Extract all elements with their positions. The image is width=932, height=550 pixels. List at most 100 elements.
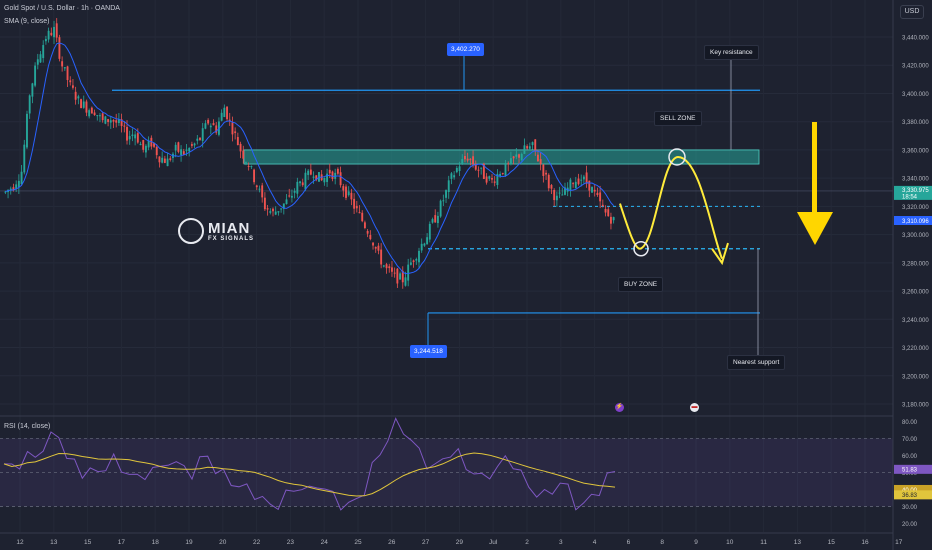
time-axis[interactable]: 12 13 15 17 18 19 20 22 23 24 25 26 27 29 Jul 2 3 4 6 8 9 10 1… xyxy=(0,532,903,546)
candle-body xyxy=(539,159,542,165)
candle-body xyxy=(453,175,456,178)
candle-body xyxy=(304,172,307,190)
candle-body xyxy=(593,189,596,192)
sell-zone-circle xyxy=(668,148,686,166)
candle-body xyxy=(582,176,585,180)
currency-button[interactable]: USD xyxy=(900,5,924,19)
candle-body xyxy=(477,169,480,171)
candle-body xyxy=(591,187,593,193)
candle-body xyxy=(290,195,293,198)
candle-body xyxy=(199,137,201,140)
candle-body xyxy=(26,113,28,148)
candle-body xyxy=(445,190,447,198)
candle-body xyxy=(53,26,55,38)
rsi-tick-label: 20.00 xyxy=(902,522,918,528)
candle-body xyxy=(574,181,577,189)
candle-body xyxy=(269,211,272,213)
chart-title: Gold Spot / U.S. Dollar · 1h · OANDA xyxy=(4,5,120,12)
candle-body xyxy=(609,216,612,224)
rsi-low-box xyxy=(894,490,932,500)
candle-body xyxy=(158,156,161,163)
candle-body xyxy=(261,185,264,198)
candle-body xyxy=(288,195,291,197)
candle-body xyxy=(374,246,377,249)
candle-body xyxy=(71,85,74,88)
candle-body xyxy=(247,165,250,167)
candle-body xyxy=(109,120,112,123)
rsi-value-box xyxy=(894,464,932,474)
event-flash-icon[interactable]: ⚡ xyxy=(615,403,624,412)
time-tick-label: 9 xyxy=(694,539,698,546)
rsi-legend[interactable]: RSI (14, close) xyxy=(4,423,51,430)
candle-body xyxy=(391,267,393,272)
candle-body xyxy=(447,180,450,192)
candle-body xyxy=(564,187,566,195)
candle-body xyxy=(188,148,191,152)
candle-body xyxy=(42,45,45,59)
price-tick-label: 3,220.000 xyxy=(902,346,929,352)
candle-body xyxy=(285,199,288,205)
candle-body xyxy=(588,180,591,191)
candle-body xyxy=(266,208,269,210)
candle-body xyxy=(258,188,261,190)
candle-body xyxy=(63,67,66,69)
candle-body xyxy=(209,125,212,128)
time-tick-label: 4 xyxy=(593,539,597,546)
candle-body xyxy=(555,195,558,201)
candle-body xyxy=(531,142,534,146)
time-tick-label: 15 xyxy=(84,539,92,546)
level-lines xyxy=(112,56,760,355)
candle-body xyxy=(518,154,520,158)
candle-body xyxy=(193,143,196,146)
sell-zone-label: SELL ZONE xyxy=(654,111,702,126)
sma-legend[interactable]: SMA (9, close) xyxy=(4,18,50,25)
time-tick-label: 13 xyxy=(794,539,802,546)
time-tick-label: 16 xyxy=(861,539,869,546)
candle-body xyxy=(439,200,442,217)
candle-body xyxy=(234,131,237,133)
rsi-line xyxy=(3,417,616,511)
projection-curve xyxy=(619,155,723,259)
candle-body xyxy=(499,173,502,177)
price-axis[interactable]: 3,440.000 3,420.000 3,400.000 3,380.000 3,36… xyxy=(892,0,932,550)
candle-body xyxy=(520,153,523,161)
candle-body xyxy=(239,143,242,152)
candle-body xyxy=(312,176,315,178)
event-flag-icon[interactable]: ▬ xyxy=(690,403,699,412)
candle-body xyxy=(169,158,172,160)
candle-body xyxy=(580,179,583,181)
candle-body xyxy=(347,191,350,196)
candle-body xyxy=(299,181,301,184)
candle-body xyxy=(382,265,385,267)
price-tick-label: 3,320.000 xyxy=(902,205,929,211)
buy-zone-circle xyxy=(633,240,649,257)
candle-body xyxy=(420,243,423,251)
sma-price-label: 3,310.096 xyxy=(902,219,929,225)
candle-body xyxy=(293,190,296,193)
candle-body xyxy=(85,101,88,113)
time-tick-label: 17 xyxy=(118,539,126,546)
candle-body xyxy=(220,112,223,121)
time-tick-label: 23 xyxy=(287,539,295,546)
candle-body xyxy=(99,115,101,117)
low-price-label: 3,244.518 xyxy=(410,345,447,358)
candle-body xyxy=(393,272,396,274)
candle-body xyxy=(58,37,61,59)
candle-body xyxy=(96,115,99,117)
candle-body xyxy=(66,66,69,81)
candle-body xyxy=(358,212,361,214)
candle-body xyxy=(255,185,258,188)
candle-body xyxy=(223,107,226,118)
candle-body xyxy=(528,146,531,149)
candle-body xyxy=(377,245,380,251)
candle-body xyxy=(577,178,580,185)
candle-body xyxy=(545,172,548,175)
sma-path xyxy=(5,42,614,275)
candle-body xyxy=(201,128,204,141)
candle-body xyxy=(274,211,277,215)
candle-body xyxy=(515,154,518,157)
candle-body xyxy=(372,242,374,246)
price-tick-label: 3,200.000 xyxy=(902,374,929,380)
candle-body xyxy=(509,158,512,165)
